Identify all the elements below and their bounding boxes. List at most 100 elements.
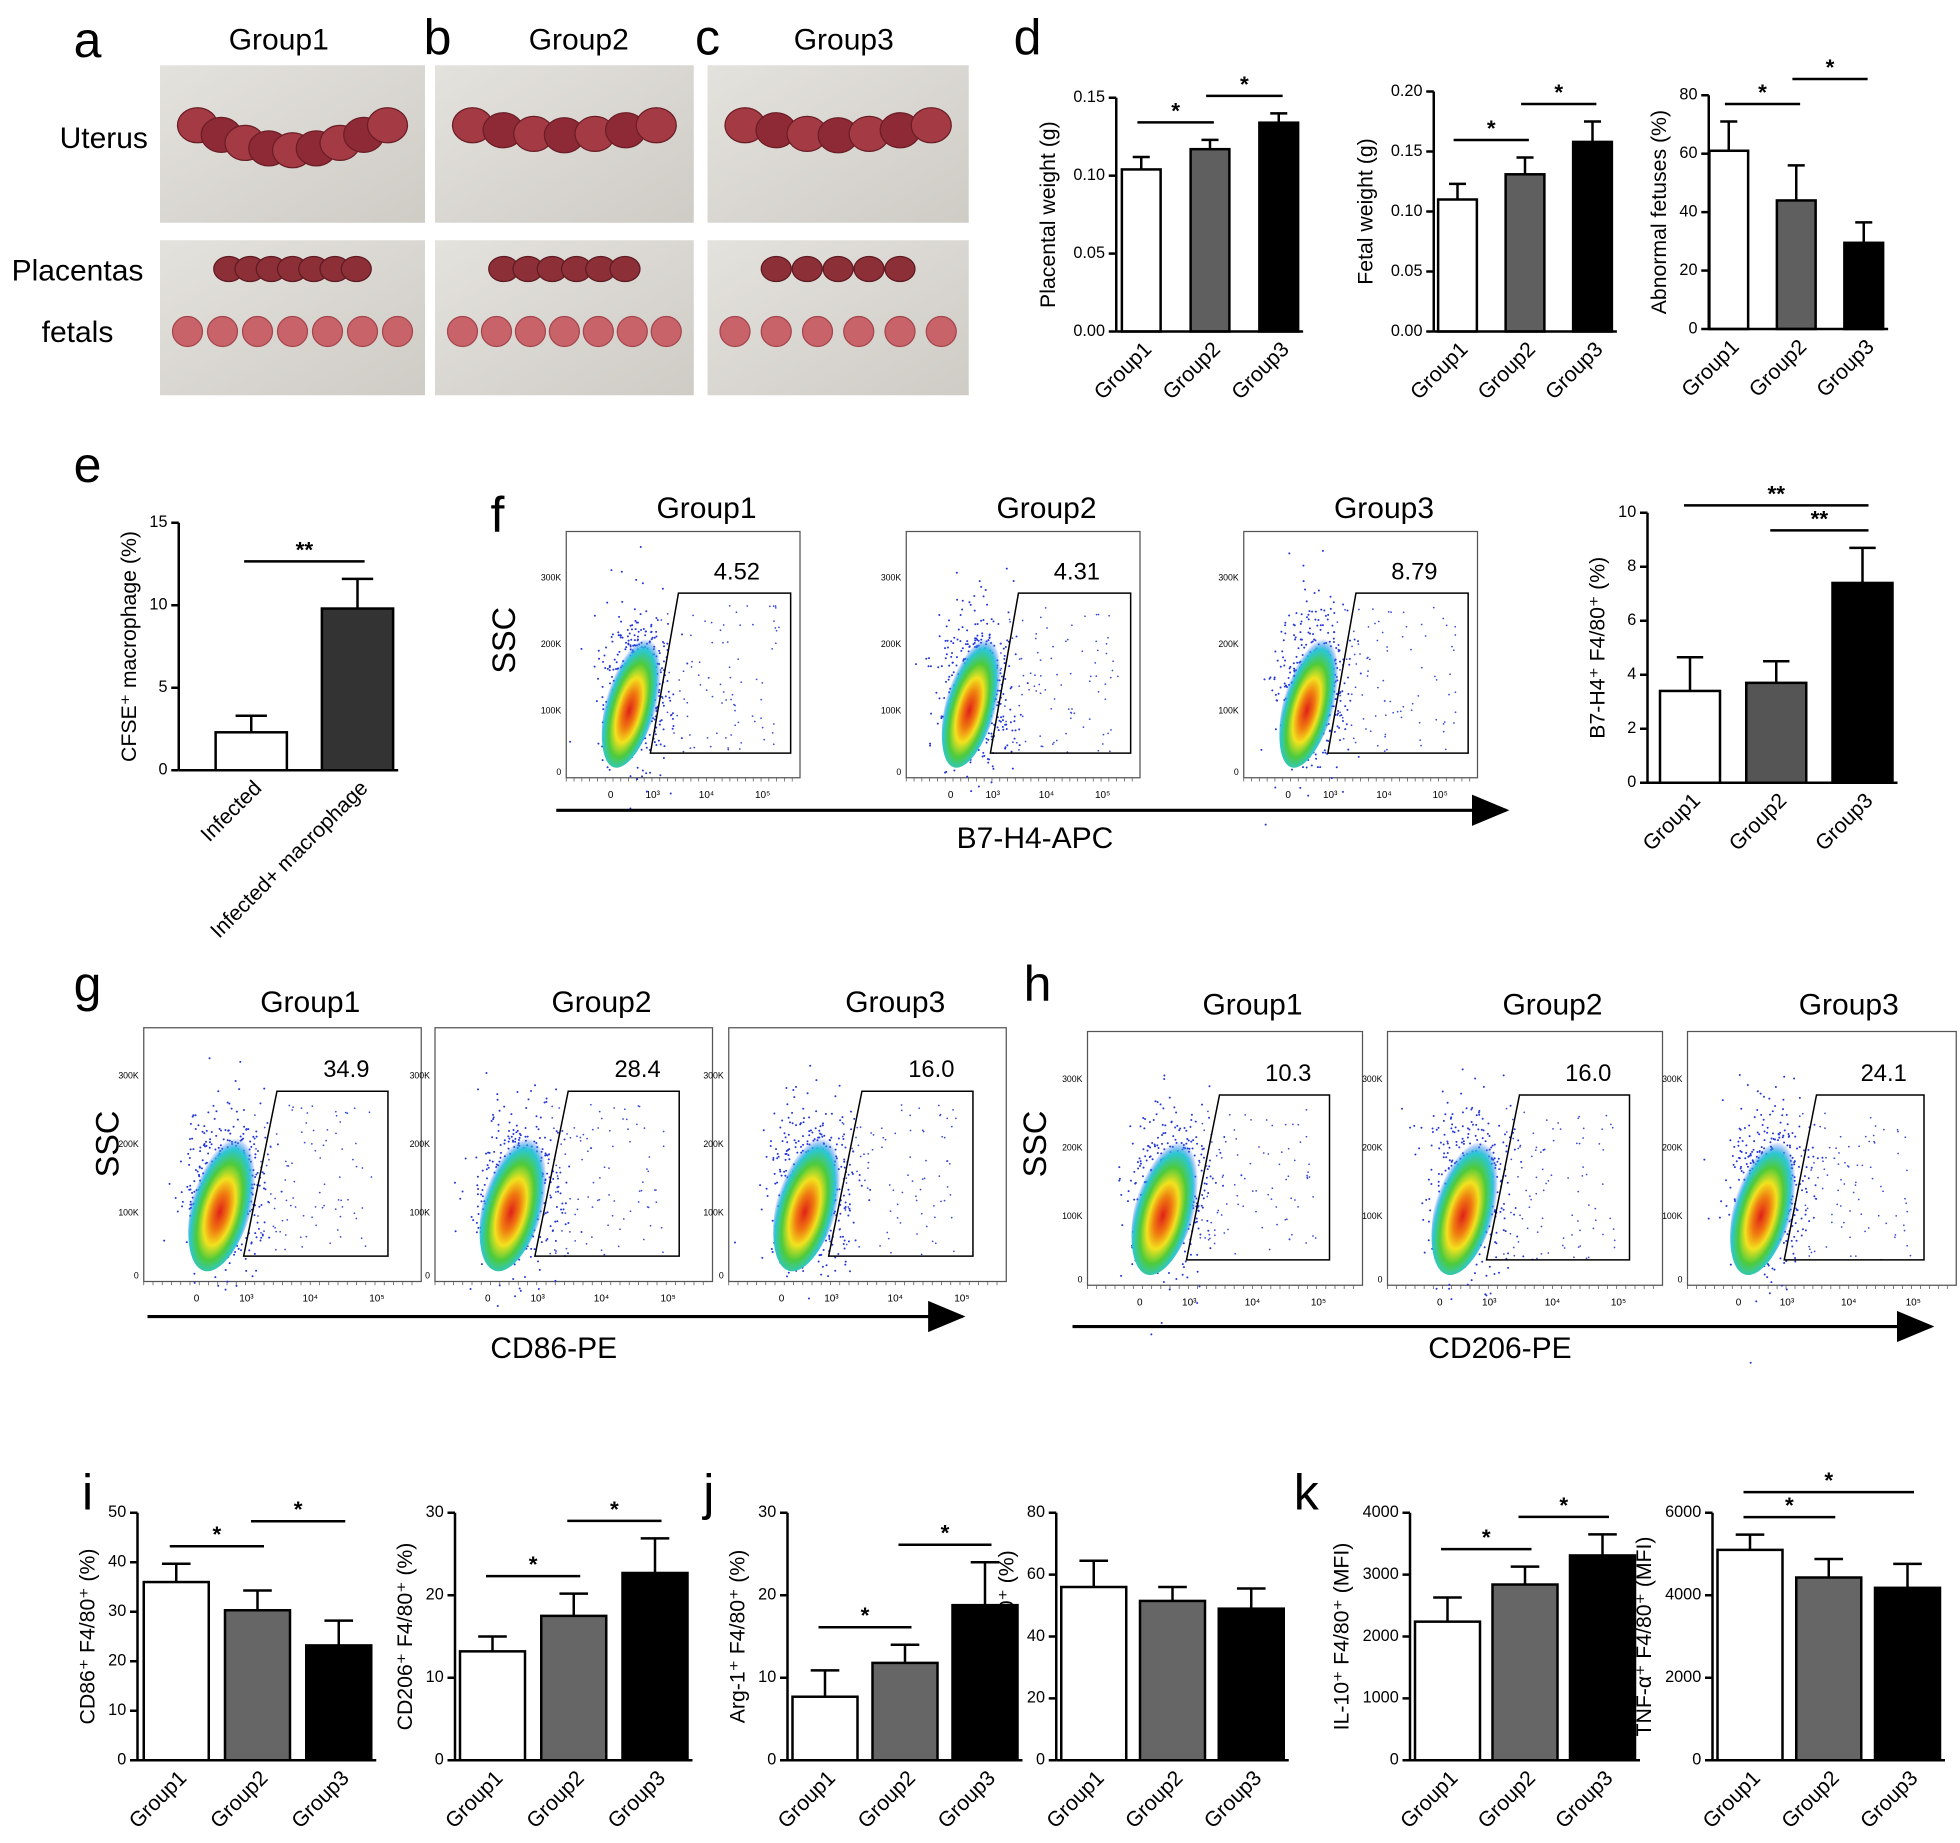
event [1106, 653, 1108, 655]
event [552, 1178, 554, 1180]
event [551, 1117, 553, 1119]
event [325, 1140, 327, 1142]
event [237, 1119, 239, 1121]
event [1351, 646, 1353, 648]
event [1104, 683, 1106, 685]
event [193, 1180, 195, 1182]
event [647, 1170, 649, 1172]
event [1306, 600, 1308, 602]
event [1593, 1227, 1595, 1229]
event [1357, 640, 1359, 642]
flow-y-tick: 100K [1662, 1211, 1683, 1221]
flow-x-tick: 10⁴ [888, 1294, 903, 1305]
placenta [854, 257, 884, 282]
event [285, 1160, 287, 1162]
event [1198, 1210, 1200, 1212]
event [665, 695, 667, 697]
flow-x-tick: 10⁴ [303, 1294, 318, 1305]
event [1537, 1231, 1539, 1233]
event [481, 1189, 483, 1191]
event [1372, 608, 1374, 610]
event [1273, 678, 1275, 680]
event [259, 1185, 261, 1187]
event [1425, 635, 1427, 637]
event [258, 1206, 260, 1208]
event [852, 1173, 854, 1175]
event [1288, 552, 1290, 554]
event [311, 1105, 313, 1107]
event [1421, 667, 1423, 669]
event [1132, 1143, 1134, 1145]
event [1203, 1129, 1205, 1131]
event [987, 758, 989, 760]
event [930, 665, 932, 667]
event [1112, 660, 1114, 662]
event [1729, 1187, 1731, 1189]
event [489, 1159, 491, 1161]
event [1143, 1167, 1145, 1169]
event [1035, 690, 1037, 692]
event [1384, 700, 1386, 702]
event [315, 1206, 317, 1208]
event [1242, 1205, 1244, 1207]
event [716, 732, 718, 734]
event [844, 1146, 846, 1148]
flow-y-tick: 300K [881, 573, 902, 583]
event [848, 1240, 850, 1242]
event [212, 1105, 214, 1107]
event [980, 620, 982, 622]
event [1557, 1122, 1559, 1124]
event [485, 1072, 487, 1074]
density [466, 1116, 564, 1279]
event [1215, 1182, 1217, 1184]
event [586, 1243, 588, 1245]
flow-box [566, 532, 800, 778]
event [551, 1106, 553, 1108]
event [1420, 745, 1422, 747]
event [1269, 678, 1271, 680]
event [795, 1086, 797, 1088]
event [352, 1159, 354, 1161]
placenta [823, 257, 853, 282]
event [771, 1248, 773, 1250]
event [670, 793, 672, 795]
event [1209, 1237, 1211, 1239]
event [1110, 729, 1112, 731]
event [1011, 686, 1013, 688]
event [301, 1246, 303, 1248]
event [1475, 1124, 1477, 1126]
event [1278, 693, 1280, 695]
event [1142, 1148, 1144, 1150]
event [693, 747, 695, 749]
event [737, 721, 739, 723]
event [1089, 680, 1091, 682]
event [1306, 1175, 1308, 1177]
flow-title: Group2 [996, 492, 1096, 525]
event [1182, 1263, 1184, 1265]
event [1319, 766, 1321, 768]
event [1449, 673, 1451, 675]
event [939, 697, 941, 699]
event [863, 1153, 865, 1155]
event [555, 1088, 557, 1090]
event [1139, 1165, 1141, 1167]
event [275, 1231, 277, 1233]
event [1542, 1168, 1544, 1170]
event [1312, 1196, 1314, 1198]
event [606, 602, 608, 604]
event [1002, 719, 1004, 721]
event [1421, 1202, 1423, 1204]
event [1208, 1117, 1210, 1119]
event [1340, 700, 1342, 702]
event [654, 718, 656, 720]
event [1474, 1272, 1476, 1274]
event [991, 618, 993, 620]
event [1065, 733, 1067, 735]
event [1046, 627, 1048, 629]
event [563, 1208, 565, 1210]
event [708, 677, 710, 679]
event [1067, 639, 1069, 641]
event [668, 672, 670, 674]
event [1329, 729, 1331, 731]
event [605, 646, 607, 648]
